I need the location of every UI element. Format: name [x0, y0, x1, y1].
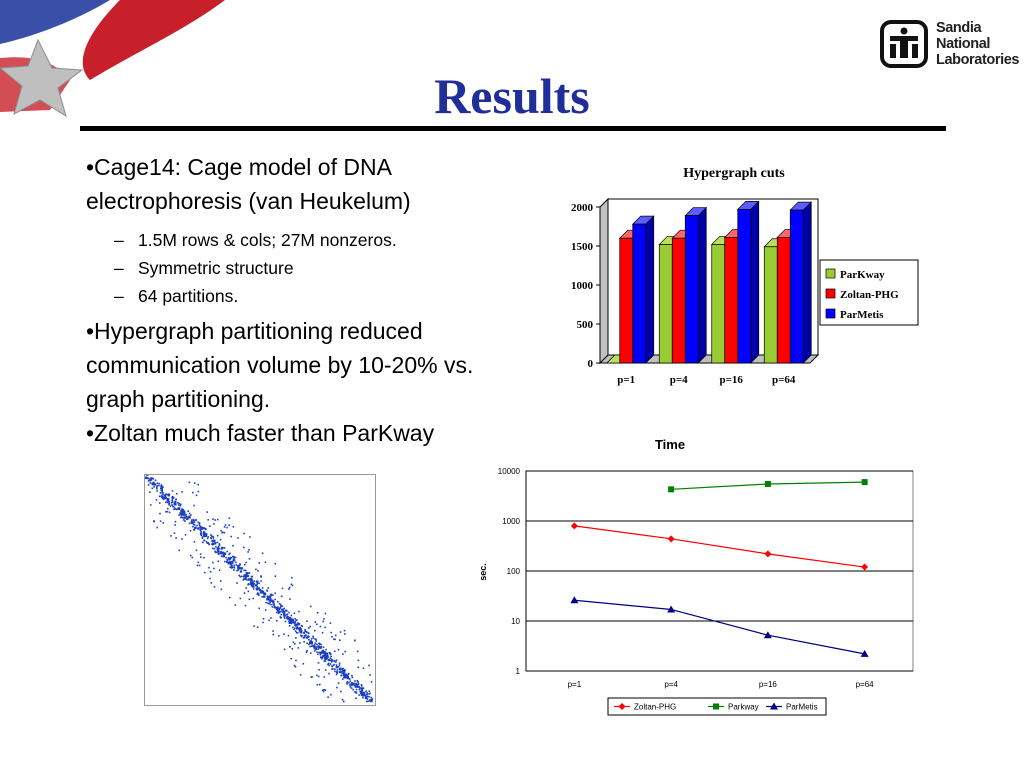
bar	[631, 215, 655, 364]
sub-bullet-text: Symmetric structure	[138, 258, 294, 278]
y-tick-label: 1000	[571, 280, 594, 292]
chart-title: Time	[655, 437, 685, 452]
y-tick-label: 1	[516, 667, 521, 676]
bar-front	[671, 237, 686, 364]
bullet-list: •Cage14: Cage model of DNA electrophores…	[86, 150, 506, 450]
sub-bullet-marker: –	[114, 230, 124, 250]
bar-side	[750, 200, 760, 364]
y-tick-label: 500	[577, 319, 594, 331]
data-point	[667, 605, 676, 613]
data-point	[618, 703, 626, 710]
slide-title: Results	[434, 68, 590, 124]
bar-front	[711, 244, 726, 364]
bar	[789, 201, 813, 364]
sub-bullet-size: –1.5M rows & cols; 27M nonzeros.	[114, 226, 506, 254]
legend-box	[819, 259, 919, 326]
sandia-logo: Sandia National Laboratories	[880, 20, 1019, 72]
legend-swatch	[825, 268, 836, 279]
legend-label: ParKway	[840, 269, 885, 281]
x-tick-label: p=64	[772, 374, 796, 386]
sub-bullet-structure: – Symmetric structure	[114, 254, 506, 282]
chart-title: Hypergraph cuts	[683, 166, 785, 181]
sub-bullet-text: 1.5M rows & cols; 27M nonzeros.	[138, 230, 397, 250]
bar-front	[763, 246, 778, 364]
bullet-zoltan: •Zoltan much faster than ParKway	[86, 420, 435, 446]
bar-front	[632, 223, 647, 364]
sub-bullet-partitions: –64 partitions.	[114, 282, 506, 310]
bar-front	[684, 215, 699, 364]
x-tick-label: p=4	[670, 374, 688, 386]
data-point	[668, 486, 675, 493]
y-tick-label: 10000	[498, 467, 521, 476]
title-divider	[80, 126, 946, 131]
legend-label: Zoltan-PHG	[840, 289, 899, 301]
legend-label: ParMetis	[840, 309, 884, 321]
y-axis-label: sec.	[478, 563, 488, 581]
x-tick-label: p=16	[720, 374, 744, 386]
bullet-cage14: •Cage14: Cage model of DNA electrophores…	[86, 154, 411, 214]
time-chart: Time sec. 1 10 100 1000 10000 p=1 p=4 p=16 p=64 Zol…	[470, 432, 930, 722]
data-point	[763, 631, 772, 639]
x-tick-label: p=4	[664, 680, 678, 689]
legend: ParKway Zoltan-PHG ParMetis	[819, 259, 919, 326]
x-tick-label: p=1	[568, 680, 582, 689]
plot-side-wall	[599, 197, 609, 365]
y-tick-label: 2000	[571, 202, 594, 214]
sub-bullet-text: 64 partitions.	[138, 286, 239, 306]
legend-swatch	[825, 288, 836, 299]
bar-front	[619, 237, 634, 364]
series-parmetis	[570, 596, 869, 657]
flag-decoration	[0, 0, 230, 118]
legend: Zoltan-PHG Parkway ParMetis	[607, 697, 827, 716]
bar-front	[789, 209, 804, 364]
data-point	[764, 480, 771, 487]
legend-swatch	[825, 308, 836, 319]
y-tick-label: 100	[507, 567, 521, 576]
series-line	[574, 525, 865, 568]
x-tick-label: p=16	[759, 680, 778, 689]
logo-line-3: Laboratories	[936, 52, 1020, 68]
bar-side	[697, 206, 707, 364]
bar-front	[737, 208, 752, 364]
legend-label: Parkway	[728, 703, 759, 712]
data-point	[667, 535, 675, 543]
bar-side	[802, 201, 812, 364]
sparsity-dots	[145, 475, 374, 703]
sub-bullet-marker: –	[114, 286, 124, 306]
y-tick-label: 0	[588, 358, 594, 370]
series-zoltan-phg	[570, 522, 869, 571]
data-point	[860, 649, 869, 657]
series-parkway	[668, 479, 868, 493]
bullet-hypergraph: •Hypergraph partitioning reduced communi…	[86, 318, 474, 412]
sparsity-pattern-image	[144, 474, 376, 706]
y-tick-label: 10	[511, 617, 520, 626]
bar	[736, 200, 760, 364]
data-point	[861, 479, 868, 486]
data-point	[861, 563, 869, 571]
data-point	[770, 702, 778, 710]
logo-line-2: National	[936, 36, 990, 52]
legend-label: Zoltan-PHG	[634, 703, 676, 712]
data-point	[570, 596, 579, 604]
series-line	[574, 599, 865, 655]
data-point	[764, 550, 772, 558]
bar-front	[724, 237, 739, 364]
sub-bullet-marker: –	[114, 258, 124, 278]
bar	[684, 206, 708, 364]
thunderbird-icon	[880, 20, 928, 68]
x-tick-label: p=64	[856, 680, 875, 689]
bar-front	[658, 244, 673, 364]
hypergraph-cuts-chart: Hypergraph cuts 0 500 1000 1500 2000 p=1 p=4 p=1…	[560, 150, 940, 400]
y-tick-label: 1500	[571, 241, 594, 253]
x-tick-label: p=1	[617, 374, 635, 386]
bar-side	[645, 215, 655, 364]
data-point	[570, 522, 578, 530]
data-point	[713, 703, 719, 710]
logo-line-1: Sandia	[936, 20, 982, 36]
logo-text: Sandia National Laboratories	[936, 20, 1019, 68]
legend-label: ParMetis	[786, 703, 818, 712]
y-tick-label: 1000	[502, 517, 520, 526]
bar-front	[776, 237, 791, 364]
